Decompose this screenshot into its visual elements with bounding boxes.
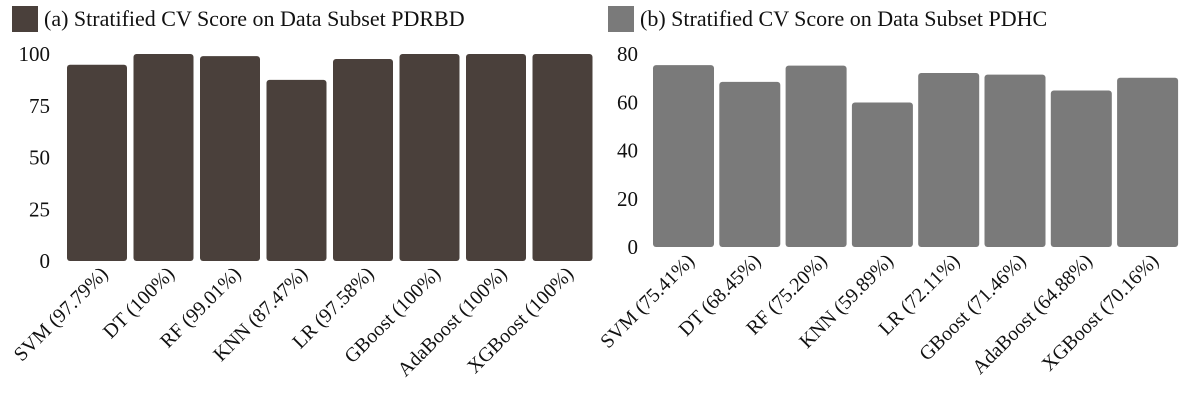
x-tick-label: SVM (97.79%) [10,263,113,366]
chart-title-a: (a) Stratified CV Score on Data Subset P… [44,6,465,31]
bar [851,102,913,247]
x-tick-label: SVM (75.41%) [596,250,699,353]
legend-swatch-b [608,6,634,32]
bar [785,65,847,247]
bar [1050,90,1112,248]
y-tick-label: 80 [617,42,638,66]
chart-panel-b: (b) Stratified CV Score on Data Subset P… [596,0,1181,401]
y-tick-label: 25 [29,197,50,221]
bar [918,73,980,247]
bar [266,79,327,261]
y-tick-label: 0 [40,249,51,273]
bar [466,54,526,261]
bar [1117,77,1179,247]
bar [984,74,1046,247]
y-tick-label: 40 [617,139,638,163]
x-tick-label: XGBoost (70.16%) [1038,250,1164,376]
bar [333,58,393,261]
chart-title-b: (b) Stratified CV Score on Data Subset P… [640,6,1048,31]
y-tick-label: 20 [617,187,638,211]
legend-swatch-a [12,6,38,32]
legend-a: (a) Stratified CV Score on Data Subset P… [12,6,465,32]
bar [719,81,781,247]
y-tick-label: 75 [29,94,50,118]
y-tick-label: 100 [19,42,51,66]
bar [532,54,593,261]
y-tick-label: 50 [29,146,50,170]
chart-panel-a: (a) Stratified CV Score on Data Subset P… [10,6,593,381]
y-tick-label: 0 [628,235,639,259]
bar [133,54,194,261]
bar [653,65,714,248]
bar [67,64,127,261]
legend-b: (b) Stratified CV Score on Data Subset P… [608,6,1047,32]
bar [200,56,260,261]
x-tick-label: AdaBoost (64.88%) [968,250,1097,379]
bar [399,54,460,261]
y-tick-label: 60 [617,90,638,114]
